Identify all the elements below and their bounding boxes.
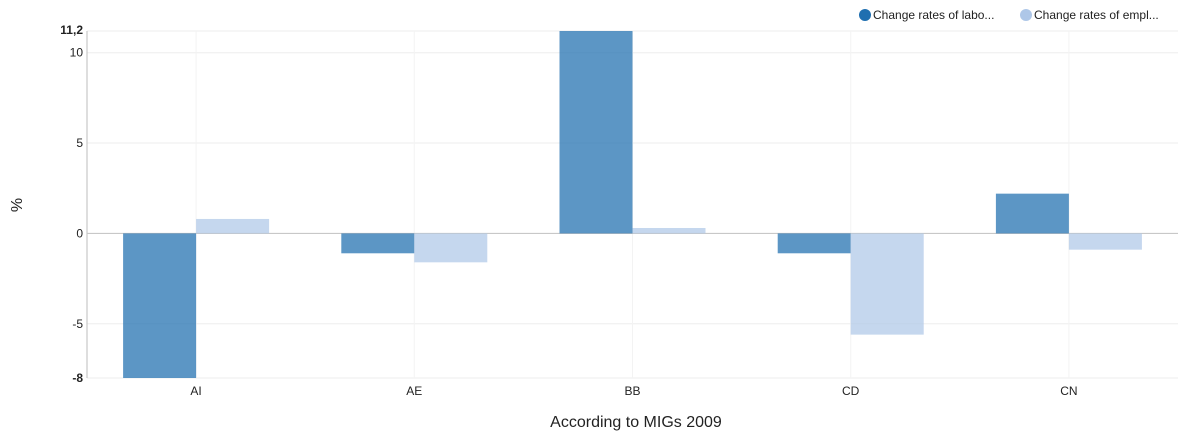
y-tick-labels: 11,2 10 5 0 -5 -8	[60, 23, 83, 385]
bar-labor-cd	[777, 233, 851, 254]
x-tick-label: CD	[842, 384, 860, 398]
x-axis-title: According to MIGs 2009	[550, 414, 722, 431]
y-tick-label: 10	[70, 46, 84, 60]
y-tick-label: 0	[76, 226, 83, 240]
x-tick-labels: AI AE BB CD CN	[190, 384, 1077, 398]
bar-employment-cn	[1068, 233, 1142, 250]
bar-employment-cd	[850, 233, 924, 335]
legend-label-labor: Change rates of labo...	[873, 8, 994, 22]
legend-marker-labor	[859, 9, 871, 21]
bar-labor-ai	[123, 233, 197, 378]
y-tick-label: 11,2	[60, 23, 83, 37]
y-tick-label: -5	[72, 317, 83, 331]
legend-label-employment: Change rates of empl...	[1034, 8, 1159, 22]
bar-labor-bb	[559, 31, 633, 234]
bar-employment-bb	[632, 227, 706, 234]
legend-marker-employment	[1020, 9, 1032, 21]
x-tick-label: CN	[1060, 384, 1077, 398]
x-tick-label: AI	[190, 384, 201, 398]
y-axis-title: %	[9, 198, 26, 212]
x-tick-label: AE	[406, 384, 422, 398]
bars	[123, 31, 1142, 378]
bar-labor-ae	[341, 233, 415, 254]
bar-labor-cn	[995, 193, 1069, 234]
bar-employment-ai	[196, 218, 270, 234]
legend: Change rates of labo... Change rates of e…	[859, 8, 1159, 22]
y-tick-label: 5	[76, 136, 83, 150]
bar-employment-ae	[414, 233, 488, 263]
x-tick-label: BB	[624, 384, 640, 398]
y-tick-label: -8	[72, 371, 83, 385]
